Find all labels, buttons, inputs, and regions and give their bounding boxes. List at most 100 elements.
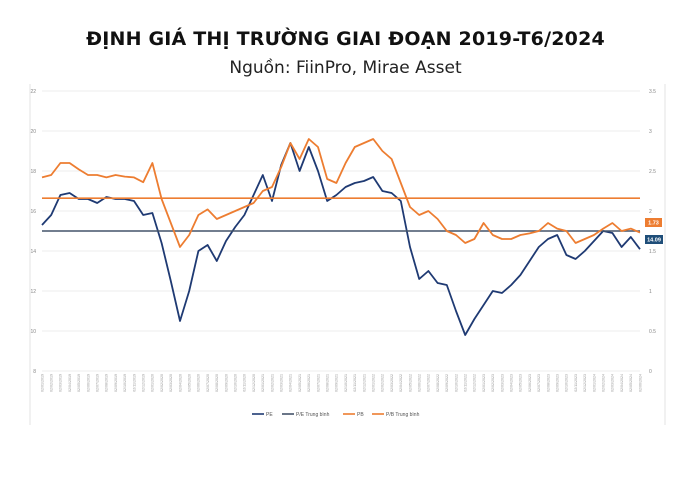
y-right-tick-label: 2.5 xyxy=(649,169,656,175)
x-tick-label: 02/02/2021 xyxy=(270,374,274,392)
x-tick-label: 02/07/2019 xyxy=(96,374,100,392)
pe-last-value-badge: 14.09 xyxy=(645,235,663,244)
x-tick-label: 02/09/2019 xyxy=(114,374,118,392)
series-pe-line xyxy=(41,142,641,336)
x-tick-label: 02/08/2020 xyxy=(215,374,219,392)
y-right-tick-label: 0 xyxy=(649,369,652,375)
y-left-tick-label: 16 xyxy=(30,209,36,215)
chart-subtitle: Nguồn: FiinPro, Mirae Asset xyxy=(229,58,462,78)
x-tick-label: 02/08/2021 xyxy=(326,374,330,392)
x-tick-label: 02/11/2023 xyxy=(574,374,578,392)
legend-label: P/B Trung bình xyxy=(386,412,420,418)
x-tick-label: 02/06/2024 xyxy=(638,374,642,392)
chart-title: ĐỊNH GIÁ THỊ TRƯỜNG GIAI ĐOẠN 2019-T6/20… xyxy=(86,28,605,50)
x-tick-label: 02/06/2022 xyxy=(418,374,422,392)
x-tick-label: 02/03/2022 xyxy=(390,374,394,392)
legend-label: P/E Trung bình xyxy=(296,412,330,418)
x-tick-label: 02/06/2021 xyxy=(307,374,311,392)
x-tick-label: 02/05/2020 xyxy=(188,374,192,392)
x-tick-label: 02/05/2022 xyxy=(408,374,412,392)
legend-item: P/E Trung bình xyxy=(282,412,330,418)
x-tick-label: 02/10/2023 xyxy=(565,374,569,392)
x-tick-label: 02/06/2020 xyxy=(197,374,201,392)
x-tick-label: 02/09/2021 xyxy=(335,374,339,392)
x-tick-label: 02/03/2023 xyxy=(500,374,504,392)
x-tick-label: 02/02/2024 xyxy=(602,374,606,392)
x-tick-label: 02/03/2024 xyxy=(611,374,615,392)
x-tick-label: 02/12/2021 xyxy=(362,374,366,392)
y-right-tick-label: 1 xyxy=(649,289,652,295)
x-tick-label: 02/09/2020 xyxy=(224,374,228,392)
x-tick-label: 02/08/2023 xyxy=(546,374,550,392)
legend-item: PB xyxy=(343,412,364,418)
x-tick-label: 02/08/2019 xyxy=(105,374,109,392)
x-tick-label: 02/12/2023 xyxy=(583,374,587,392)
x-tick-label: 02/01/2020 xyxy=(151,374,155,392)
x-tick-label: 02/03/2019 xyxy=(59,374,63,392)
x-tick-label: 02/05/2021 xyxy=(298,374,302,392)
x-tick-label: 02/04/2023 xyxy=(510,374,514,392)
y-left-tick-label: 20 xyxy=(30,129,36,135)
x-tick-label: 02/04/2021 xyxy=(289,374,293,392)
x-tick-label: 02/04/2020 xyxy=(178,374,182,392)
x-tick-label: 02/03/2020 xyxy=(169,374,173,392)
x-tick-label: 02/01/2024 xyxy=(592,374,596,392)
x-tick-label: 02/02/2020 xyxy=(160,374,164,392)
x-tick-label: 02/02/2023 xyxy=(491,374,495,392)
x-tick-label: 02/08/2022 xyxy=(436,374,440,392)
x-tick-label: 02/01/2019 xyxy=(40,374,44,392)
x-tick-label: 02/01/2021 xyxy=(261,374,265,392)
x-tick-label: 02/05/2024 xyxy=(629,374,633,392)
x-tick-label: 02/11/2021 xyxy=(353,374,357,392)
x-tick-label: 02/05/2019 xyxy=(77,374,81,392)
y-right-tick-label: 3 xyxy=(649,129,652,135)
x-tick-label: 02/12/2020 xyxy=(252,374,256,392)
y-right-tick-label: 3.5 xyxy=(649,89,656,95)
x-tick-label: 02/09/2022 xyxy=(445,374,449,392)
x-tick-label: 02/03/2021 xyxy=(280,374,284,392)
y-left-tick-label: 8 xyxy=(33,369,36,375)
x-tick-label: 02/11/2020 xyxy=(243,374,247,392)
badge-text: 14.09 xyxy=(647,238,661,244)
series-pb-line xyxy=(41,138,641,248)
x-tick-label: 02/04/2022 xyxy=(399,374,403,392)
y-left-tick-label: 10 xyxy=(30,329,36,335)
x-tick-label: 02/10/2021 xyxy=(344,374,348,392)
x-tick-label: 02/11/2022 xyxy=(464,374,468,392)
y-left-tick-label: 14 xyxy=(30,249,36,255)
y-left-tick-label: 12 xyxy=(30,289,36,295)
x-tick-label: 02/12/2019 xyxy=(142,374,146,392)
x-tick-label: 02/04/2019 xyxy=(68,374,72,392)
x-tick-label: 02/10/2019 xyxy=(123,374,127,392)
x-tick-label: 02/02/2019 xyxy=(50,374,54,392)
x-tick-label: 02/01/2023 xyxy=(482,374,486,392)
badge-bg xyxy=(645,218,662,227)
legend-label: PE xyxy=(266,412,273,418)
x-tick-label: 02/11/2019 xyxy=(132,374,136,392)
x-tick-label: 02/07/2021 xyxy=(316,374,320,392)
badge-bg xyxy=(645,235,663,244)
x-tick-label: 02/04/2024 xyxy=(620,374,624,392)
x-tick-label: 02/02/2022 xyxy=(381,374,385,392)
y-left-tick-label: 22 xyxy=(30,89,36,95)
legend-label: PB xyxy=(357,412,364,418)
x-tick-label: 02/01/2022 xyxy=(372,374,376,392)
x-tick-label: 02/09/2023 xyxy=(556,374,560,392)
x-tick-label: 02/10/2022 xyxy=(454,374,458,392)
x-tick-label: 02/05/2023 xyxy=(519,374,523,392)
x-tick-label: 02/06/2019 xyxy=(86,374,90,392)
x-tick-label: 02/06/2023 xyxy=(528,374,532,392)
y-right-tick-label: 1.5 xyxy=(649,249,656,255)
legend-item: PE xyxy=(252,412,273,418)
pb-last-value-badge: 1.73 xyxy=(645,218,662,227)
x-tick-label: 02/10/2020 xyxy=(234,374,238,392)
x-tick-label: 02/07/2023 xyxy=(537,374,541,392)
x-tick-label: 02/12/2022 xyxy=(473,374,477,392)
x-tick-label: 02/07/2020 xyxy=(206,374,210,392)
y-left-tick-label: 18 xyxy=(30,169,36,175)
badge-text: 1.73 xyxy=(648,221,659,227)
x-tick-label: 02/07/2022 xyxy=(427,374,431,392)
legend-item: P/B Trung bình xyxy=(372,412,420,418)
y-right-tick-label: 2 xyxy=(649,209,652,215)
